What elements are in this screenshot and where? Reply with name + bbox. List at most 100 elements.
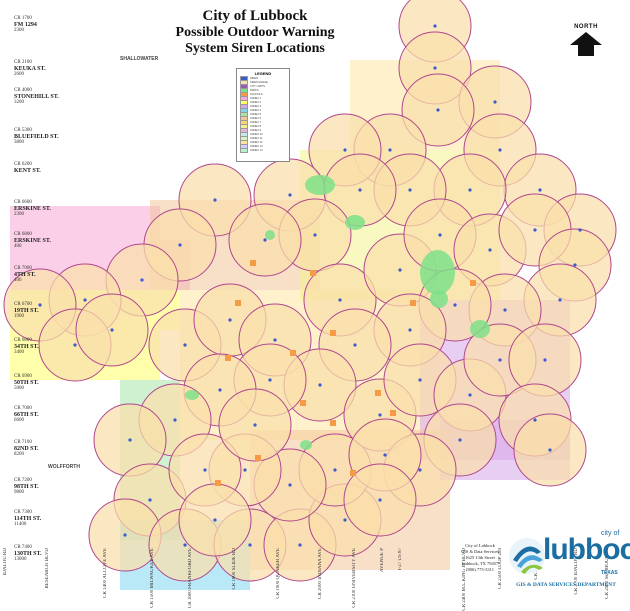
legend-title: LEGEND <box>254 71 272 76</box>
siren-point <box>228 318 232 322</box>
school-marker <box>215 480 221 486</box>
school-marker <box>225 355 231 361</box>
address-line1: City of Lubbock <box>465 543 495 548</box>
siren-point <box>38 303 42 307</box>
siren-point <box>148 498 152 502</box>
address-line4: Lubbock, TX 79457 <box>461 561 499 566</box>
siren-point <box>468 188 472 192</box>
siren-point <box>548 448 552 452</box>
address-line3: 1625 13th Street <box>465 555 495 560</box>
school-marker <box>300 400 306 406</box>
legend-label: ANNEX 11 <box>250 136 263 140</box>
road-label: CR 7000 66TH ST. 6600 <box>14 406 39 423</box>
legend-label: ANNEX 9 <box>250 128 262 132</box>
siren-point <box>243 468 247 472</box>
siren-point <box>533 228 537 232</box>
legend-label: ANNEX 1 <box>250 96 262 100</box>
siren-point <box>178 243 182 247</box>
siren-point <box>268 378 272 382</box>
road-label: CR 5300 BLUEFIELD ST. 3800 <box>14 128 59 145</box>
map-legend: LEGEND SIREN SIREN RANGE CITY LIMITS PARKS S… <box>236 68 290 162</box>
address-line5: (806) 775-3311 <box>466 567 494 572</box>
bottom-road-label: IDALOU RD <box>3 548 8 576</box>
school-marker <box>290 350 296 356</box>
siren-point <box>433 24 437 28</box>
siren-point <box>318 383 322 387</box>
bottom-road-label: RESEARCH BLVD <box>45 548 50 589</box>
siren-point <box>313 233 317 237</box>
school-marker <box>350 470 356 476</box>
siren-point <box>438 233 442 237</box>
bottom-road-label: CR 1500 MILWAUKEE AVE <box>150 548 155 608</box>
road-label: CR 1700 FM 1294 2300 <box>14 16 37 33</box>
map-title-line3: System Siren Locations <box>185 41 325 56</box>
legend-label: ANNEX 8 <box>250 124 262 128</box>
siren-point <box>378 413 382 417</box>
park-area <box>420 250 455 295</box>
siren-point <box>433 66 437 70</box>
siren-point <box>488 248 492 252</box>
siren-coverage-map <box>3 0 617 590</box>
siren-point <box>273 338 277 342</box>
legend-label: SIREN RANGE <box>250 80 268 84</box>
city-logo: city of lubbock TEXAS <box>503 528 630 590</box>
siren-point <box>343 148 347 152</box>
park-area <box>265 230 275 240</box>
annex-zone <box>10 206 160 240</box>
legend-label: SIREN <box>250 76 258 80</box>
siren-point <box>73 343 77 347</box>
north-label: NORTH <box>574 24 598 30</box>
road-label: CR 7400 130TH ST. 13000 <box>14 545 42 562</box>
siren-point <box>388 148 392 152</box>
siren-point <box>288 193 292 197</box>
park-area <box>305 175 335 195</box>
siren-point <box>453 303 457 307</box>
siren-point <box>458 438 462 442</box>
legend-label: ANNEX 2 <box>250 100 262 104</box>
school-marker <box>470 280 476 286</box>
siren-point <box>123 533 127 537</box>
siren-point <box>503 308 507 312</box>
park-area <box>300 440 312 450</box>
school-marker <box>410 300 416 306</box>
siren-point <box>110 328 114 332</box>
siren-point <box>128 438 132 442</box>
siren-point <box>83 298 87 302</box>
bottom-road-label: CR 2000 INDIANA AVE <box>318 548 323 599</box>
legend-label: ANNEX 10 <box>250 132 263 136</box>
legend-label: ANNEX 7 <box>250 120 262 124</box>
siren-point <box>333 468 337 472</box>
siren-point <box>203 468 207 472</box>
siren-point <box>358 188 362 192</box>
school-marker <box>330 330 336 336</box>
legend-label: ANNEX 5 <box>250 112 262 116</box>
siren-point <box>213 198 217 202</box>
legend-label: ANNEX 3 <box>250 104 262 108</box>
bottom-road-label: I-27 US 87 <box>398 548 403 571</box>
road-label: CR 6200 KENT ST. <box>14 162 41 174</box>
road-label: CR 7300 114TH ST. 11400 <box>14 510 42 527</box>
siren-point <box>543 358 547 362</box>
legend-label: ANNEX 14 <box>250 148 263 152</box>
siren-point <box>558 298 562 302</box>
park-area <box>430 290 448 308</box>
school-marker <box>235 300 241 306</box>
siren-point <box>353 343 357 347</box>
siren-point <box>498 358 502 362</box>
siren-point <box>213 518 217 522</box>
address-line2: GIS & Data Services <box>461 549 499 554</box>
siren-point <box>173 418 177 422</box>
north-arrow: NORTH <box>566 24 606 63</box>
park-area <box>470 320 490 338</box>
road-label: CR 6700 19TH ST. 1900 <box>14 302 39 319</box>
siren-point <box>533 418 537 422</box>
map-sheet: City of Lubbock Possible Outdoor Warning… <box>3 0 630 611</box>
siren-point <box>288 483 292 487</box>
region-label-shallowater: SHALLOWATER <box>120 56 159 62</box>
legend-entries: SIREN SIREN RANGE CITY LIMITS PARKS SCHOOLS A… <box>237 75 289 153</box>
park-area <box>185 390 199 400</box>
siren-point <box>343 518 347 522</box>
siren-point <box>263 238 267 242</box>
road-label: CR 6600 ERSKINE ST. 2300 <box>14 200 51 217</box>
bottom-road-label: CR 1800 SLIDE RD <box>232 548 237 590</box>
